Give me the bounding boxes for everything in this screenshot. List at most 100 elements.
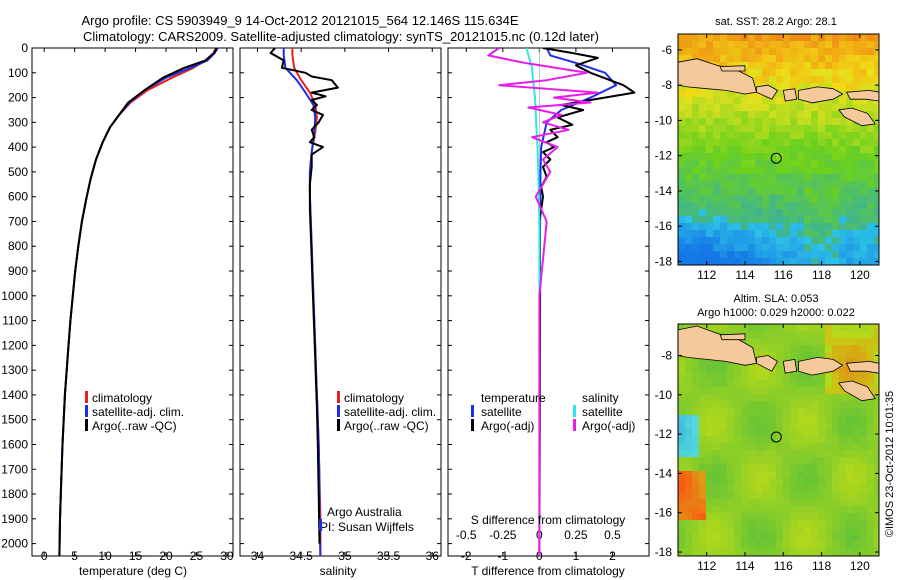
- map-cell: [874, 429, 879, 437]
- map-cell: [713, 230, 721, 238]
- map-cell: [685, 174, 693, 182]
- map-cell: [734, 202, 742, 210]
- map-cell: [762, 251, 770, 259]
- map-cell: [832, 34, 840, 42]
- map-cell: [804, 338, 812, 346]
- map-cell: [776, 258, 784, 265]
- map-cell: [790, 153, 798, 161]
- map-cell: [839, 401, 847, 409]
- ytick-label: 1200: [1, 338, 28, 352]
- map-cell: [727, 387, 735, 395]
- map-cell: [839, 534, 847, 542]
- map-cell: [678, 125, 686, 133]
- map-cell: [741, 202, 749, 210]
- ytick-label: 900: [8, 264, 28, 278]
- map-cell: [769, 506, 777, 514]
- map-cell: [776, 62, 784, 70]
- map-cell: [699, 223, 707, 231]
- map-cell: [804, 492, 812, 500]
- map-cell: [867, 541, 875, 549]
- map-cell: [846, 216, 854, 224]
- map-cell: [727, 450, 735, 458]
- map-cell: [818, 471, 826, 479]
- map-cell: [762, 324, 770, 332]
- map-cell: [734, 394, 742, 402]
- map-cell: [790, 520, 798, 528]
- map-cell: [867, 202, 875, 210]
- map-cell: [860, 457, 868, 465]
- map-cell: [832, 492, 840, 500]
- map-cell: [846, 167, 854, 175]
- map-cell: [804, 125, 812, 133]
- map-cell: [867, 83, 875, 91]
- map-cell: [860, 62, 868, 70]
- map-cell: [727, 251, 735, 259]
- map-cell: [783, 216, 791, 224]
- map-cell: [706, 485, 714, 493]
- map-cell: [825, 380, 833, 388]
- map-cell: [762, 244, 770, 252]
- map-cell: [783, 76, 791, 84]
- map-cell: [727, 394, 735, 402]
- map-cell: [706, 216, 714, 224]
- map-cell: [867, 387, 875, 395]
- map-cell: [734, 230, 742, 238]
- map-cell: [874, 237, 879, 245]
- map-cell: [860, 338, 868, 346]
- map-cell: [762, 422, 770, 430]
- map-cell: [818, 548, 826, 556]
- map-cell: [867, 41, 875, 49]
- map-cell: [769, 422, 777, 430]
- map-cell: [699, 422, 707, 430]
- map-cell: [720, 499, 728, 507]
- land-mass: [719, 333, 746, 341]
- map-cell: [846, 34, 854, 42]
- map-cell: [699, 55, 707, 63]
- map-cell: [832, 527, 840, 535]
- ytick-label: 0: [21, 41, 28, 55]
- map-cell: [818, 380, 826, 388]
- map-cell: [867, 237, 875, 245]
- map-cell: [853, 492, 861, 500]
- map-cell: [748, 125, 756, 133]
- map-cell: [853, 443, 861, 451]
- map-cell: [811, 69, 819, 77]
- map-cell: [797, 520, 805, 528]
- map-cell: [748, 62, 756, 70]
- map-cell: [713, 181, 721, 189]
- map-cell: [797, 534, 805, 542]
- map-cell: [776, 485, 784, 493]
- map-cell: [734, 527, 742, 535]
- map-cell: [776, 195, 784, 203]
- map-cell: [762, 394, 770, 402]
- map-cell: [762, 387, 770, 395]
- map-cell: [720, 160, 728, 168]
- map-cell: [720, 230, 728, 238]
- map-cell: [811, 181, 819, 189]
- legend-swatch-climatology: [85, 391, 88, 403]
- sst-map: [678, 34, 879, 265]
- map-cell: [860, 69, 868, 77]
- map-cell: [720, 450, 728, 458]
- map-cell: [867, 331, 875, 339]
- map-cell: [762, 76, 770, 84]
- map-cell: [706, 457, 714, 465]
- map-cell: [790, 499, 798, 507]
- map-cell: [846, 104, 854, 112]
- map-cell: [825, 401, 833, 409]
- map-cell: [741, 422, 749, 430]
- map-cell: [720, 415, 728, 423]
- map-cell: [860, 492, 868, 500]
- map-cell: [699, 104, 707, 112]
- map-cell: [734, 153, 742, 161]
- map-cell: [825, 153, 833, 161]
- map-cell: [741, 443, 749, 451]
- map-cell: [874, 167, 879, 175]
- map-cell: [741, 492, 749, 500]
- map-cell: [727, 111, 735, 119]
- map-cell: [755, 132, 763, 140]
- map-cell: [692, 104, 700, 112]
- map-cell: [699, 464, 707, 472]
- map-cell: [825, 209, 833, 217]
- map-cell: [699, 160, 707, 168]
